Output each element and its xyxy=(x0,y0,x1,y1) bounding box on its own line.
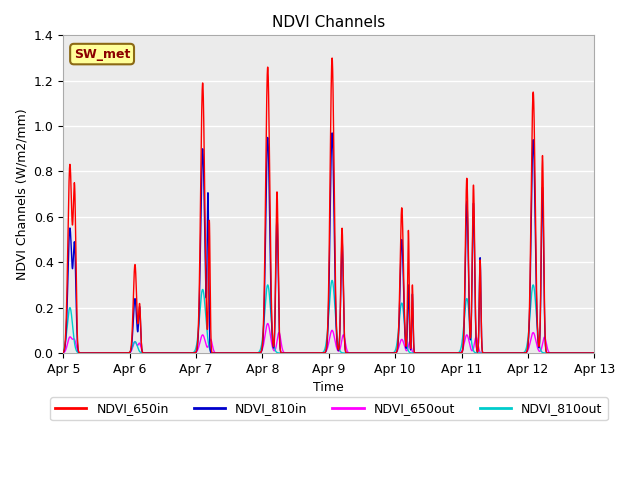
NDVI_650in xyxy=(591,350,598,356)
NDVI_650in xyxy=(112,350,120,356)
NDVI_810out xyxy=(328,277,336,283)
NDVI_650in xyxy=(495,350,503,356)
NDVI_650in xyxy=(60,349,67,355)
Line: NDVI_810in: NDVI_810in xyxy=(63,133,595,353)
Title: NDVI Channels: NDVI Channels xyxy=(272,15,385,30)
NDVI_810out xyxy=(531,293,539,299)
NDVI_650out xyxy=(569,350,577,356)
Line: NDVI_810out: NDVI_810out xyxy=(63,280,595,353)
NDVI_650out xyxy=(194,348,202,353)
NDVI_810out xyxy=(112,350,120,356)
NDVI_810in xyxy=(569,350,577,356)
Line: NDVI_650out: NDVI_650out xyxy=(63,324,595,353)
NDVI_650in xyxy=(569,350,577,356)
NDVI_650in xyxy=(483,350,490,356)
NDVI_650out xyxy=(591,350,598,356)
NDVI_810in xyxy=(591,350,598,356)
NDVI_650out xyxy=(531,334,539,339)
NDVI_810in xyxy=(531,205,539,211)
Line: NDVI_650in: NDVI_650in xyxy=(63,58,595,353)
Legend: NDVI_650in, NDVI_810in, NDVI_650out, NDVI_810out: NDVI_650in, NDVI_810in, NDVI_650out, NDV… xyxy=(50,397,607,420)
X-axis label: Time: Time xyxy=(314,381,344,394)
Y-axis label: NDVI Channels (W/m2/mm): NDVI Channels (W/m2/mm) xyxy=(15,108,28,280)
NDVI_810in xyxy=(483,350,490,356)
NDVI_810in xyxy=(495,350,503,356)
NDVI_810in xyxy=(194,343,202,349)
NDVI_810in xyxy=(112,350,120,356)
NDVI_650out xyxy=(60,350,67,356)
NDVI_650in xyxy=(328,55,336,61)
NDVI_810out xyxy=(194,336,202,342)
NDVI_650out xyxy=(495,350,503,356)
NDVI_810out xyxy=(60,348,67,354)
NDVI_650out xyxy=(483,350,490,356)
NDVI_650in xyxy=(194,341,202,347)
NDVI_650out xyxy=(112,350,120,356)
Text: SW_met: SW_met xyxy=(74,48,131,60)
NDVI_650out xyxy=(264,321,271,326)
NDVI_810in xyxy=(60,349,67,355)
NDVI_810in xyxy=(328,130,336,136)
NDVI_650in xyxy=(531,173,539,179)
NDVI_810out xyxy=(483,350,490,356)
NDVI_810out xyxy=(591,350,598,356)
NDVI_810out xyxy=(569,350,577,356)
NDVI_810out xyxy=(495,350,503,356)
